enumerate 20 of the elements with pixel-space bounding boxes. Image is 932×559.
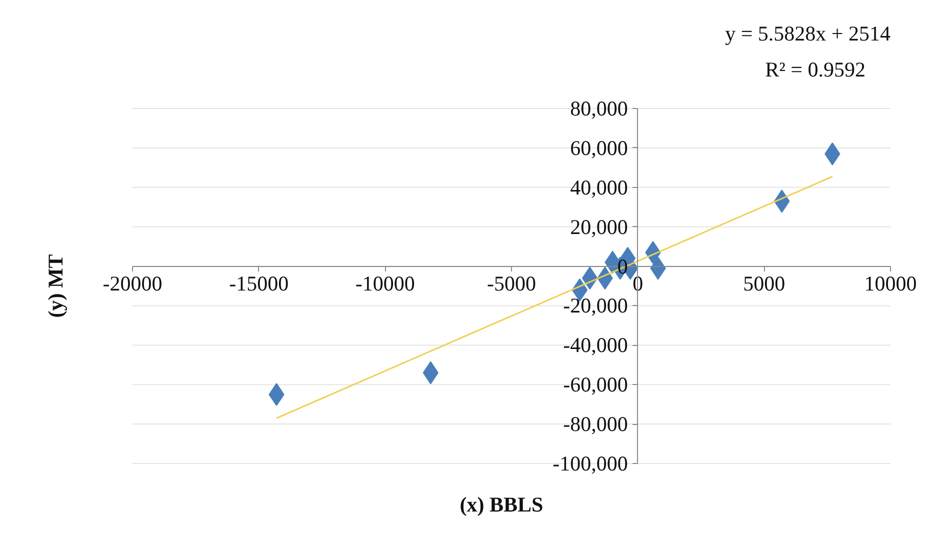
x-axis-title: (x) BBLS — [460, 492, 544, 516]
x-tick-label: -15000 — [229, 271, 289, 296]
text: R² = 0.9592 — [765, 58, 866, 82]
x-tick-label: -10000 — [355, 271, 415, 296]
x-tick-label: -5000 — [487, 271, 536, 296]
y-tick-label: -20,000 — [563, 294, 628, 318]
y-tick-label: -100,000 — [552, 452, 628, 476]
x-tick-label: -20000 — [102, 271, 162, 296]
x-tick-label: 5000 — [743, 271, 786, 296]
x-tick-label: 0 — [632, 271, 644, 296]
y-tick-label: 60,000 — [570, 136, 628, 160]
y-tick-label: 20,000 — [570, 214, 628, 239]
y-axis-title: (y) MT — [44, 254, 68, 318]
y-tick-label: -60,000 — [563, 372, 628, 397]
y-tick-label: 40,000 — [570, 175, 628, 200]
y-tick-label: 80,000 — [570, 96, 628, 120]
text: y = 5.5828x + 2514 — [725, 22, 891, 46]
y-tick-label: -80,000 — [563, 412, 628, 436]
y-tick-label: -40,000 — [563, 333, 628, 358]
x-tick-label: 10000 — [864, 271, 917, 296]
